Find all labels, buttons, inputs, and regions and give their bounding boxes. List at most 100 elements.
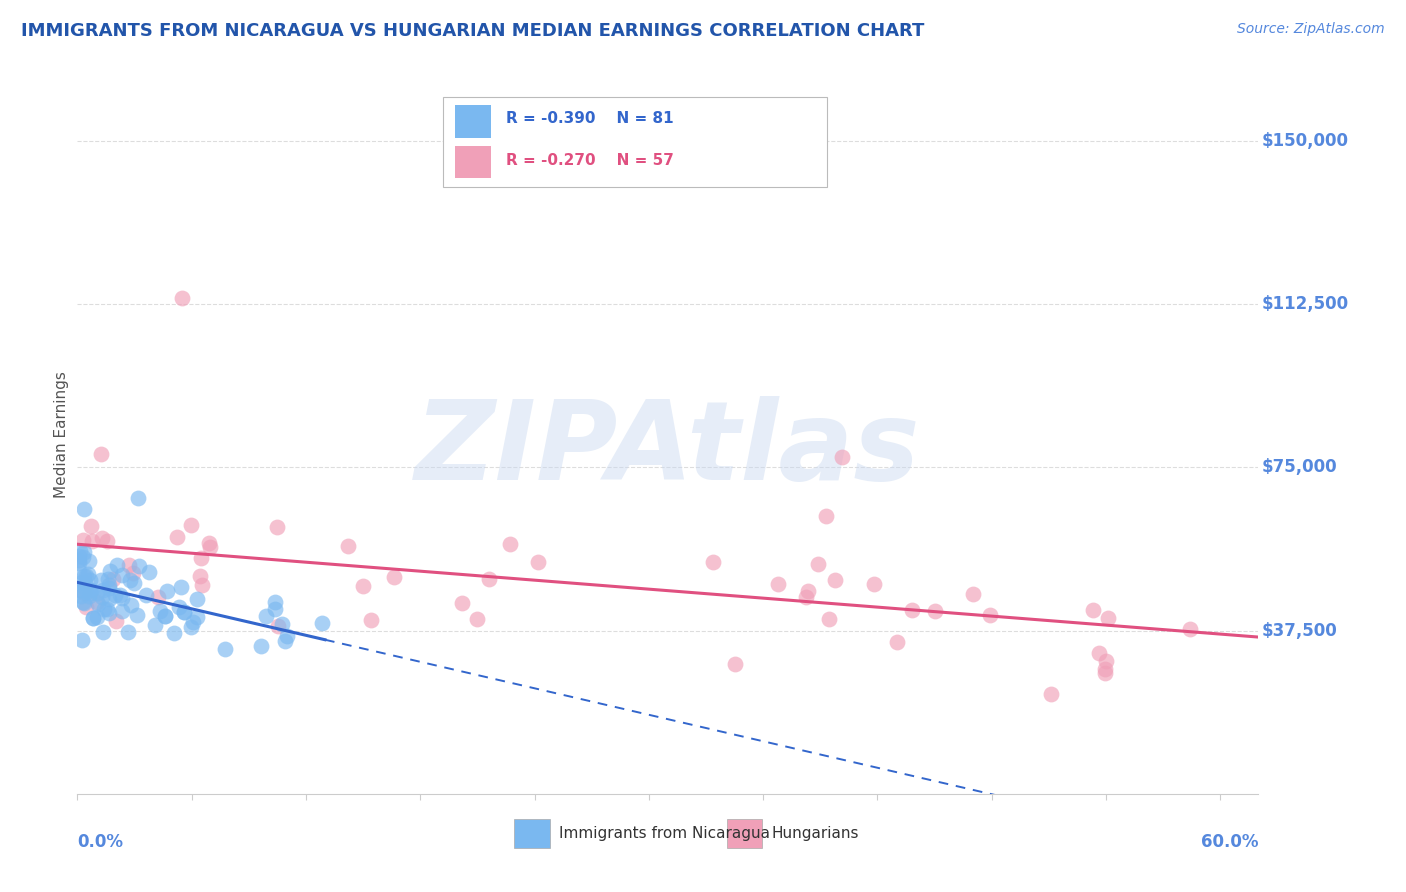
Point <box>72 574 94 589</box>
Point <box>79 573 101 587</box>
Point <box>69 544 91 558</box>
Point <box>104 614 127 628</box>
Point <box>149 604 172 618</box>
Point <box>97 572 120 586</box>
Point <box>135 588 157 602</box>
Point <box>73 596 96 610</box>
Point <box>120 598 142 612</box>
Point <box>901 603 924 617</box>
Point <box>815 509 838 524</box>
Point <box>70 582 93 597</box>
Point <box>90 447 112 461</box>
Text: Immigrants from Nicaragua: Immigrants from Nicaragua <box>560 826 770 841</box>
Point <box>818 612 841 626</box>
Point <box>264 602 287 616</box>
Point <box>120 573 142 587</box>
Point <box>75 568 97 582</box>
Point <box>79 519 101 533</box>
Point <box>143 618 166 632</box>
Point <box>118 558 141 572</box>
Point <box>979 608 1001 623</box>
Point <box>72 549 94 564</box>
Point <box>156 583 179 598</box>
Point <box>1088 646 1111 660</box>
Point <box>108 588 131 602</box>
Point <box>1083 603 1105 617</box>
Point <box>80 534 103 549</box>
Point <box>190 578 212 592</box>
Point <box>863 577 886 591</box>
Point <box>73 586 96 600</box>
Point <box>91 625 114 640</box>
Point <box>98 577 121 591</box>
Bar <box>456 105 491 137</box>
Point <box>172 291 194 305</box>
Point <box>155 609 177 624</box>
Point <box>498 537 520 551</box>
Point <box>73 502 96 516</box>
Point <box>153 609 176 624</box>
Point <box>138 565 160 579</box>
Point <box>67 553 90 567</box>
Point <box>169 580 191 594</box>
Point <box>103 572 125 586</box>
Point <box>166 530 188 544</box>
Point <box>311 616 333 631</box>
Point <box>73 575 96 590</box>
Point <box>276 629 298 643</box>
Text: $112,500: $112,500 <box>1263 295 1348 313</box>
Point <box>128 559 150 574</box>
Point <box>384 569 406 583</box>
Point <box>117 625 139 640</box>
Point <box>111 604 134 618</box>
Point <box>266 520 288 534</box>
Point <box>190 568 212 582</box>
Text: R = -0.390    N = 81: R = -0.390 N = 81 <box>506 112 673 127</box>
Point <box>79 582 101 597</box>
Point <box>162 625 184 640</box>
Point <box>75 600 97 615</box>
Point <box>73 545 96 559</box>
Point <box>180 620 202 634</box>
Point <box>807 557 830 571</box>
Point <box>190 551 212 566</box>
Point <box>824 574 846 588</box>
Point <box>831 450 853 464</box>
Text: R = -0.270    N = 57: R = -0.270 N = 57 <box>506 153 673 168</box>
Point <box>86 595 108 609</box>
Text: $37,500: $37,500 <box>1263 622 1337 640</box>
Point <box>1097 611 1119 625</box>
Bar <box>515 819 550 847</box>
Point <box>90 573 112 587</box>
Point <box>111 568 134 582</box>
Point <box>91 582 114 597</box>
Point <box>67 549 90 563</box>
Point <box>79 586 101 600</box>
Point <box>267 618 290 632</box>
Point <box>527 555 550 569</box>
Point <box>86 586 108 600</box>
Text: $75,000: $75,000 <box>1263 458 1337 476</box>
Point <box>360 613 382 627</box>
Point <box>122 566 145 580</box>
Point <box>924 603 946 617</box>
Text: 60.0%: 60.0% <box>1201 833 1258 851</box>
Point <box>77 554 100 568</box>
Point <box>97 581 120 595</box>
Point <box>82 611 104 625</box>
Point <box>724 657 747 672</box>
Point <box>77 589 100 603</box>
Point <box>249 639 271 653</box>
Point <box>67 582 90 597</box>
Point <box>1094 666 1116 681</box>
Point <box>1178 622 1201 636</box>
Bar <box>456 145 491 178</box>
Point <box>73 581 96 595</box>
Point <box>181 615 204 629</box>
Point <box>186 609 208 624</box>
Point <box>766 576 789 591</box>
Point <box>67 564 90 578</box>
Text: $150,000: $150,000 <box>1263 132 1348 150</box>
Point <box>103 588 125 602</box>
Point <box>186 592 208 607</box>
